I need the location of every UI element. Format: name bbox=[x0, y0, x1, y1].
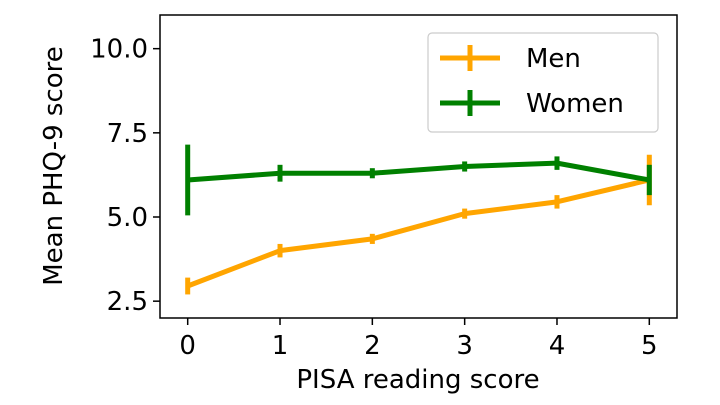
legend: Men Women bbox=[427, 32, 659, 133]
y-tick-label: 5.0 bbox=[107, 203, 148, 233]
x-tick-label: 0 bbox=[179, 331, 196, 361]
plot-frame bbox=[159, 14, 678, 319]
x-tick-label: 5 bbox=[641, 331, 658, 361]
x-tick-label: 4 bbox=[549, 331, 566, 361]
series-line bbox=[186, 177, 650, 289]
legend-label: Women bbox=[526, 89, 624, 119]
x-tick-label: 3 bbox=[456, 331, 473, 361]
x-axis-label: PISA reading score bbox=[296, 365, 539, 395]
legend-label: Men bbox=[526, 44, 581, 74]
x-tick-label: 2 bbox=[364, 331, 381, 361]
axis-ticks: 0 1 2 3 4 5 2.5 5.0 7.5 10.0 bbox=[90, 35, 657, 361]
y-tick-label: 10.0 bbox=[90, 35, 148, 65]
series-women bbox=[185, 144, 652, 216]
plot-area bbox=[185, 144, 652, 295]
x-tick-label: 1 bbox=[272, 331, 289, 361]
series-line bbox=[187, 160, 650, 183]
y-tick-label: 2.5 bbox=[107, 287, 148, 317]
y-axis-label: Mean PHQ-9 score bbox=[39, 46, 69, 286]
y-tick-label: 7.5 bbox=[107, 119, 148, 149]
